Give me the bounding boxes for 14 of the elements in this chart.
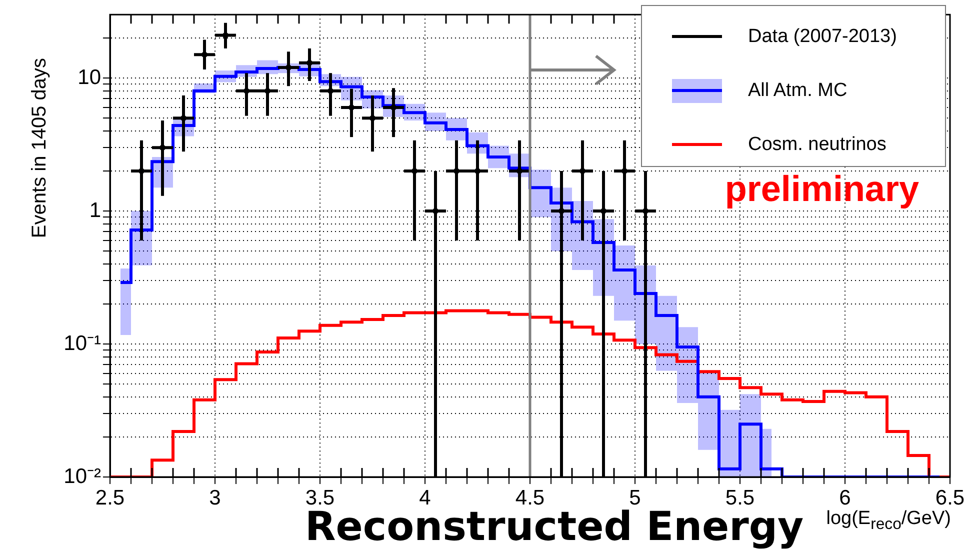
y-tick-label: 1 bbox=[89, 198, 101, 222]
x-axis-title: log(E$_{reco}$/GeV) bbox=[826, 508, 951, 534]
y-axis-title: Events in 1405 days bbox=[28, 58, 52, 238]
y-tick-label: 10⁻¹ bbox=[64, 332, 101, 355]
x-tick-label: 6.5 bbox=[935, 486, 965, 510]
legend-label: Data (2007-2013) bbox=[748, 26, 897, 48]
legend-label: Cosm. neutrinos bbox=[748, 134, 886, 156]
x-tick-label: 2.5 bbox=[95, 486, 125, 510]
legend-label: All Atm. MC bbox=[748, 80, 848, 102]
x-tick-label: 6 bbox=[839, 486, 851, 510]
y-tick-label: 10 bbox=[78, 66, 101, 89]
annotation: preliminary bbox=[724, 168, 919, 210]
y-tick-label: 10⁻² bbox=[64, 464, 101, 488]
x-tick-label: 3 bbox=[209, 486, 221, 510]
